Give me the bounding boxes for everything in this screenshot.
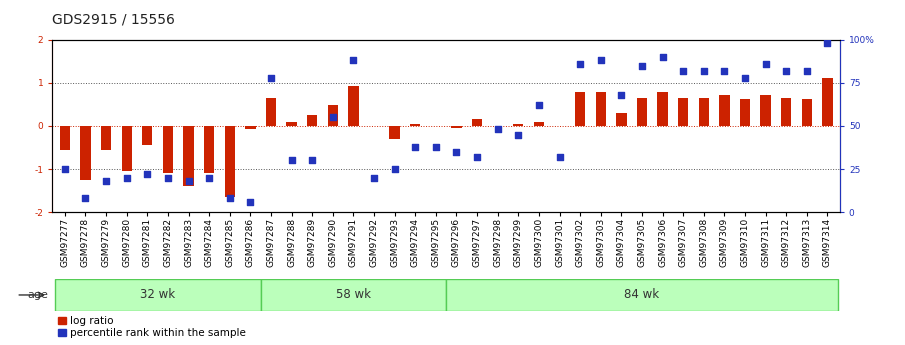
Bar <box>781 98 791 126</box>
Point <box>347 58 361 63</box>
Text: 58 wk: 58 wk <box>336 288 371 302</box>
Bar <box>286 122 297 126</box>
Bar <box>261 279 446 311</box>
Point <box>470 154 484 160</box>
Point <box>58 166 72 172</box>
Bar <box>678 98 689 126</box>
Bar <box>760 95 771 126</box>
Bar <box>657 92 668 126</box>
Text: 32 wk: 32 wk <box>140 288 176 302</box>
Point <box>429 144 443 149</box>
Point <box>634 63 649 68</box>
Bar <box>328 105 338 126</box>
Point <box>676 68 691 73</box>
Bar <box>513 124 523 126</box>
Bar <box>452 126 462 128</box>
Point <box>717 68 731 73</box>
Bar <box>740 99 750 126</box>
Point <box>181 178 195 184</box>
Bar <box>719 95 729 126</box>
Point <box>779 68 794 73</box>
Bar <box>101 126 111 150</box>
Point <box>99 178 113 184</box>
Point <box>202 175 216 180</box>
Point <box>614 92 629 98</box>
Text: GDS2915 / 15556: GDS2915 / 15556 <box>52 12 176 26</box>
Point <box>655 54 670 60</box>
Bar <box>204 126 214 173</box>
Bar <box>472 119 482 126</box>
Bar <box>534 122 544 126</box>
Bar <box>348 86 358 126</box>
Point <box>800 68 814 73</box>
Bar <box>121 126 132 171</box>
Point <box>161 175 176 180</box>
Bar <box>446 279 838 311</box>
Point <box>367 175 381 180</box>
Point <box>140 171 155 177</box>
Text: age: age <box>27 290 48 300</box>
Bar <box>60 126 70 150</box>
Point <box>491 127 505 132</box>
Legend: log ratio, percentile rank within the sample: log ratio, percentile rank within the sa… <box>58 316 246 338</box>
Point <box>243 199 258 205</box>
Bar <box>637 98 647 126</box>
Bar <box>307 115 318 126</box>
Bar <box>389 126 400 139</box>
Bar <box>224 126 235 197</box>
Point <box>511 132 526 137</box>
Bar <box>823 79 833 126</box>
Point <box>78 196 92 201</box>
Bar <box>802 99 812 126</box>
Point <box>573 61 587 67</box>
Bar <box>616 113 626 126</box>
Point <box>408 144 423 149</box>
Bar <box>410 124 421 126</box>
Bar <box>142 126 152 145</box>
Point <box>449 149 463 155</box>
Point <box>305 158 319 163</box>
Bar <box>266 98 276 126</box>
Point <box>697 68 711 73</box>
Point <box>326 115 340 120</box>
Bar <box>245 126 255 129</box>
Text: 84 wk: 84 wk <box>624 288 660 302</box>
Point <box>820 40 834 46</box>
Point <box>531 102 546 108</box>
Bar <box>54 279 261 311</box>
Point <box>387 166 402 172</box>
Bar <box>184 126 194 186</box>
Bar <box>699 98 709 126</box>
Bar <box>163 126 173 173</box>
Bar <box>81 126 91 180</box>
Point <box>263 75 278 80</box>
Bar <box>575 92 586 126</box>
Bar <box>595 92 606 126</box>
Point <box>594 58 608 63</box>
Point <box>758 61 773 67</box>
Point <box>284 158 299 163</box>
Point <box>552 154 567 160</box>
Point <box>223 196 237 201</box>
Point <box>119 175 134 180</box>
Point <box>738 75 752 80</box>
